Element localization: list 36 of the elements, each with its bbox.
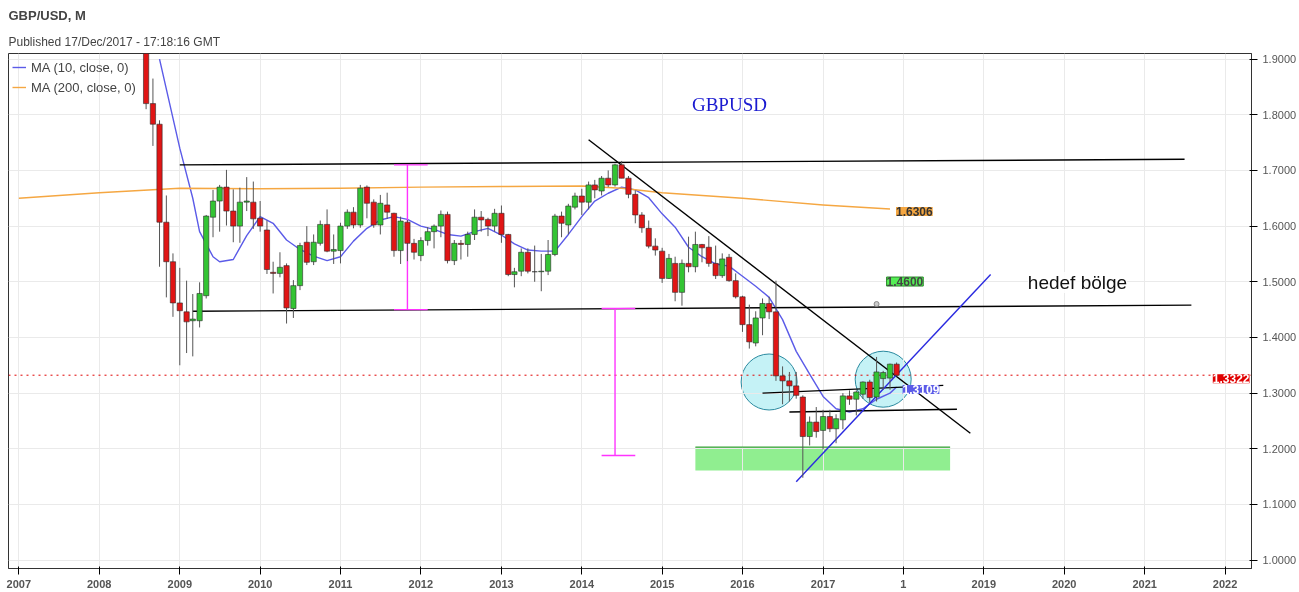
- annotation: hedef bölge: [1027, 271, 1128, 293]
- x-tick-label: 2016: [730, 577, 755, 590]
- x-tick-label: 1: [900, 577, 907, 590]
- x-tick-label: 2011: [328, 577, 353, 590]
- x-tick-label: 2022: [1212, 577, 1238, 590]
- x-tick-label: 2021: [1132, 577, 1157, 590]
- ref-line-label: 1.3322: [1212, 372, 1250, 387]
- y-tick-label: 1.9000: [1262, 53, 1297, 66]
- y-tick-label: 1.5000: [1262, 275, 1297, 288]
- x-tick-label: 2015: [649, 577, 675, 590]
- text: Published 17/Dec/2017 - 17:18:16 GMT: [8, 34, 221, 49]
- x-tick-label: 2017: [810, 577, 836, 590]
- x-tick-label: 2013: [489, 577, 514, 590]
- x-tick-label: 2008: [86, 577, 112, 590]
- data-label: 1.6306: [896, 205, 934, 220]
- x-tick-label: 2009: [167, 577, 193, 590]
- x-tick-label: 2012: [408, 577, 434, 590]
- legend-label: MA (10, close, 0): [31, 59, 129, 75]
- chart-title: GBP/USD, M: [8, 7, 86, 23]
- x-tick-label: 2014: [569, 577, 595, 590]
- y-tick-label: 1.2000: [1262, 442, 1297, 455]
- y-tick-label: 1.0000: [1262, 554, 1297, 567]
- y-tick-label: 1.3000: [1262, 387, 1297, 400]
- y-tick-label: 1.1000: [1262, 498, 1297, 511]
- x-tick-label: 2010: [247, 577, 273, 590]
- annotation: GBPUSD: [691, 94, 767, 116]
- annotation: 1.4600: [886, 275, 924, 290]
- x-tick-label: 2007: [6, 577, 32, 590]
- x-tick-label: 2020: [1051, 577, 1077, 590]
- y-tick-label: 1.4000: [1262, 331, 1297, 344]
- y-tick-label: 1.8000: [1262, 108, 1297, 121]
- x-tick-label: 2019: [971, 577, 997, 590]
- data-label: 1.3109: [902, 383, 940, 398]
- y-tick-label: 1.7000: [1262, 164, 1297, 177]
- y-tick-label: 1.6000: [1262, 220, 1297, 233]
- legend-label: MA (200, close, 0): [31, 79, 136, 95]
